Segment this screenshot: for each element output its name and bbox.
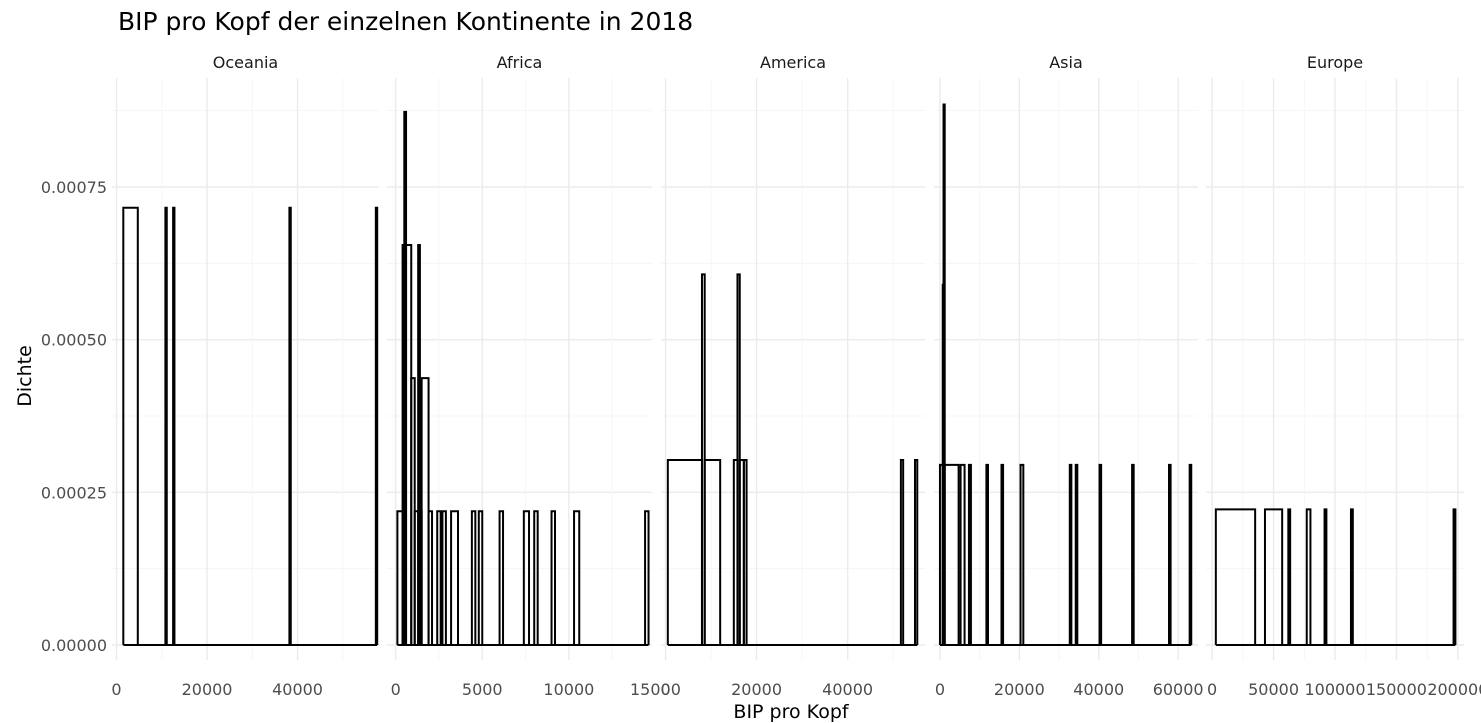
histogram-bar [899, 458, 905, 645]
histogram-bar [550, 510, 557, 645]
x-tick-label: 20000 [182, 680, 233, 699]
histogram-bar [666, 458, 703, 645]
x-tick-label: 50000 [1248, 680, 1299, 699]
x-tick-label: 40000 [822, 680, 873, 699]
histogram-bar [1131, 463, 1135, 645]
histogram-bar [477, 510, 484, 645]
facet-panel: Africa 0 5000 10000 15000 [387, 53, 681, 699]
histogram-bar [498, 510, 505, 645]
facet-label: Asia [1049, 53, 1083, 72]
x-tick-label: 5000 [462, 680, 503, 699]
chart-title: BIP pro Kopf der einzelnen Kontinente in… [118, 7, 693, 36]
facet-panel: America 0 20000 40000 [660, 53, 925, 699]
histogram-bar [122, 206, 139, 645]
histogram-bar [436, 510, 442, 645]
histogram-bar [1452, 508, 1457, 645]
histogram-bar [985, 463, 989, 645]
facet-label: Oceania [213, 53, 278, 72]
facet-panel: Oceania 0 20000 40000 [111, 53, 379, 699]
histogram-bar [1168, 463, 1172, 645]
histogram-bar [1214, 508, 1257, 645]
histogram-bar [742, 458, 748, 645]
histogram-bar [967, 463, 972, 645]
histogram-bar [470, 510, 477, 645]
histogram-bar [573, 510, 581, 645]
x-tick-label: 0 [1207, 680, 1217, 699]
histogram-bar [1000, 463, 1005, 645]
histogram-bar [1188, 463, 1193, 645]
histogram-bar [164, 206, 168, 645]
histogram-bar [533, 510, 539, 645]
histogram-bar [943, 463, 960, 645]
facet-label: America [760, 53, 826, 72]
x-tick-label: 0 [935, 680, 945, 699]
facet-label: Africa [497, 53, 543, 72]
histogram-bar [1098, 463, 1103, 645]
histogram-bar [450, 510, 460, 645]
y-axis: 0.00000 0.00025 0.00050 0.00075 [41, 178, 107, 655]
y-tick-label: 0.00075 [41, 178, 107, 197]
histogram-bar [1019, 463, 1025, 645]
histogram-bar [420, 377, 430, 645]
y-tick-label: 0.00025 [41, 483, 107, 502]
y-axis-title: Dichte [14, 345, 36, 407]
histogram-bar [942, 103, 946, 645]
x-axis-title: BIP pro Kopf [733, 701, 849, 723]
histogram-bar [1287, 508, 1292, 645]
histogram-bar [1074, 463, 1079, 645]
y-tick-label: 0.00000 [41, 636, 107, 655]
facet-label: Europe [1307, 53, 1363, 72]
x-tick-label: 0 [391, 680, 401, 699]
x-tick-label: 40000 [1073, 680, 1124, 699]
x-tick-label: 20000 [731, 680, 782, 699]
x-tick-label: 150000 [1366, 680, 1427, 699]
x-tick-label: 20000 [994, 680, 1045, 699]
histogram-bar [1305, 508, 1312, 645]
histogram-bar [427, 510, 434, 645]
histogram-bar [913, 458, 919, 645]
facet-panel: Asia 0 20000 40000 60000 [934, 53, 1204, 699]
histogram-bar [522, 510, 531, 645]
y-tick-label: 0.00050 [41, 331, 107, 350]
x-tick-label: 15000 [630, 680, 681, 699]
histogram-bar [1263, 508, 1284, 645]
histogram-bar [1068, 463, 1073, 645]
x-tick-label: 40000 [272, 680, 323, 699]
x-tick-label: 0 [660, 680, 670, 699]
histogram-bar [1323, 508, 1328, 645]
histogram-bar [288, 206, 292, 645]
histogram-bar [441, 510, 447, 645]
histogram-bar [703, 458, 722, 645]
histogram-bar [644, 510, 650, 645]
histogram-bar [374, 206, 379, 645]
x-tick-label: 100000 [1304, 680, 1365, 699]
x-tick-label: 60000 [1153, 680, 1204, 699]
histogram-bar [417, 244, 421, 645]
histogram-bar [959, 463, 966, 645]
histogram-bar [1349, 508, 1354, 645]
histogram-bar [172, 206, 176, 645]
x-tick-label: 10000 [543, 680, 594, 699]
x-tick-label: 0 [111, 680, 121, 699]
